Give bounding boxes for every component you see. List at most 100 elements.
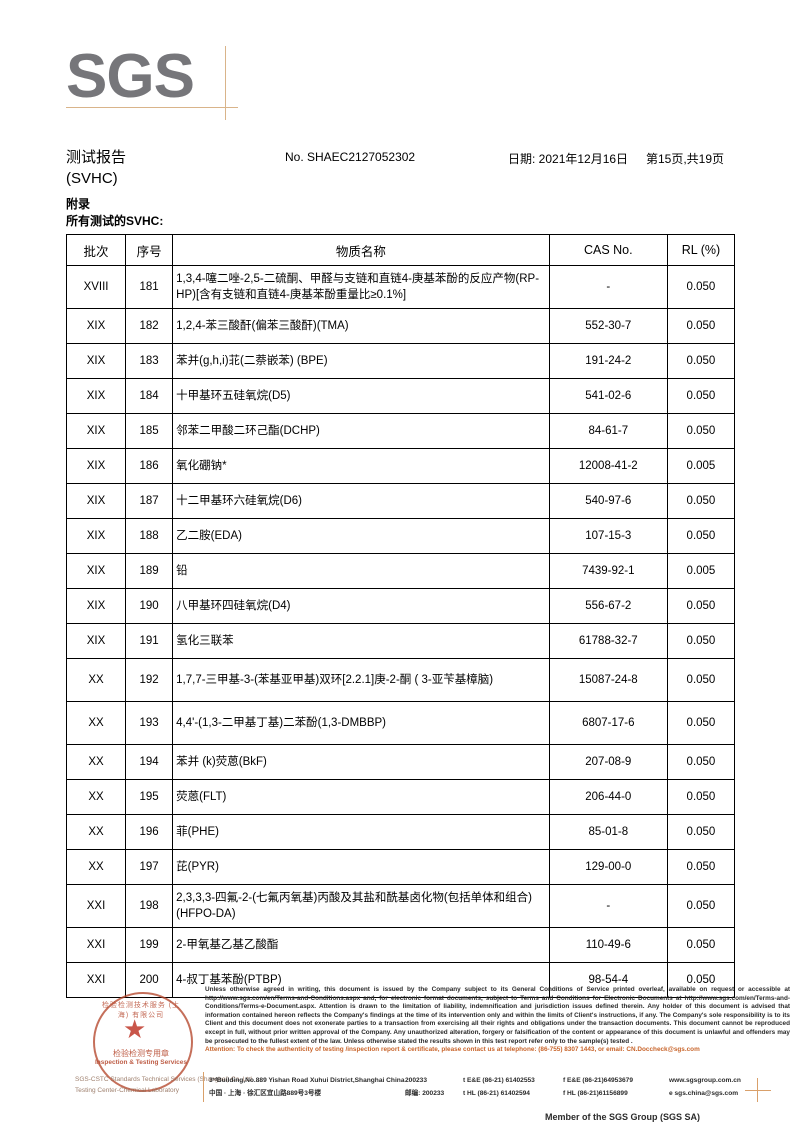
cell-rl: 0.050 (666, 962, 736, 998)
col-header-batch: 批次 (65, 234, 127, 266)
phone-ee-fax: f E&E (86-21)64953679 (563, 1077, 634, 1084)
col-header-seq: 序号 (125, 234, 174, 266)
cell-substance-name: 苯并 (k)荧蒽(BkF) (172, 744, 550, 780)
legal-disclaimer: Unless otherwise agreed in writing, this… (205, 986, 790, 1045)
svhc-table-container: 批次 序号 物质名称 CAS No. RL (%) XVIII 181 1,3,4-… (65, 234, 736, 998)
cell-batch: XX (65, 701, 127, 745)
cell-batch: XXI (65, 927, 127, 963)
table-row: XX 197 芘(PYR) 129-00-0 0.050 (65, 849, 736, 885)
cell-rl: 0.050 (666, 779, 736, 815)
svhc-table: 批次 序号 物质名称 CAS No. RL (%) XVIII 181 1,3,4-… (65, 234, 736, 998)
appendix-label: 附录 (66, 197, 91, 211)
address-corner-rule-bottom (745, 1090, 771, 1091)
cell-seq: 190 (125, 588, 174, 624)
cell-seq: 182 (125, 308, 174, 344)
cell-substance-name: 1,7,7-三甲基-3-(苯基亚甲基)双环[2.2.1]庚-2-酮 ( 3-亚苄… (172, 658, 550, 702)
table-row: XIX 184 十甲基环五硅氧烷(D5) 541-02-6 0.050 (65, 378, 736, 414)
cell-rl: 0.050 (666, 483, 736, 519)
cell-batch: XX (65, 814, 127, 850)
cell-cas-no: 7439-92-1 (548, 553, 668, 589)
address-en: 3ʳᵈBuilding,No.889 Yishan Road Xuhui Dis… (209, 1077, 405, 1084)
page-indicator: 第15页,共19页 (646, 152, 725, 166)
cell-cas-no: 84-61-7 (548, 413, 668, 449)
cell-cas-no: 107-15-3 (548, 518, 668, 554)
stamp-signature-line1: SGS-CSTC Standards Technical Services (S… (75, 1076, 254, 1083)
cell-rl: 0.050 (666, 744, 736, 780)
cell-batch: XIX (65, 413, 127, 449)
cell-batch: XIX (65, 588, 127, 624)
phone-hl-fax: f HL (86-21)61156899 (563, 1090, 628, 1097)
cell-batch: XXI (65, 884, 127, 928)
cell-batch: XX (65, 849, 127, 885)
cell-substance-name: 2-甲氧基乙基乙酸酯 (172, 927, 550, 963)
table-row: XX 194 苯并 (k)荧蒽(BkF) 207-08-9 0.050 (65, 744, 736, 780)
address-corner-rule-left (203, 1072, 204, 1102)
phone-ee-tel: t E&E (86-21) 61402553 (463, 1077, 535, 1084)
cell-cas-no: 85-01-8 (548, 814, 668, 850)
cell-substance-name: 十甲基环五硅氧烷(D5) (172, 378, 550, 414)
cell-substance-name: 氢化三联苯 (172, 623, 550, 659)
table-row: XIX 188 乙二胺(EDA) 107-15-3 0.050 (65, 518, 736, 554)
address-zip-cn: 邮编: 200233 (405, 1090, 445, 1097)
cell-seq: 189 (125, 553, 174, 589)
cell-rl: 0.050 (666, 927, 736, 963)
cell-cas-no: 206-44-0 (548, 779, 668, 815)
table-row: XX 192 1,7,7-三甲基-3-(苯基亚甲基)双环[2.2.1]庚-2-酮 (… (65, 658, 736, 702)
cell-rl: 0.050 (666, 658, 736, 702)
cell-batch: XIX (65, 623, 127, 659)
cell-batch: XIX (65, 308, 127, 344)
cell-seq: 198 (125, 884, 174, 928)
cell-seq: 183 (125, 343, 174, 379)
cell-batch: XIX (65, 483, 127, 519)
table-row: XIX 186 氧化硼钠* 12008-41-2 0.005 (65, 448, 736, 484)
cell-batch: XX (65, 658, 127, 702)
page-title: 测试报告 (SVHC) (66, 147, 126, 189)
cell-seq: 192 (125, 658, 174, 702)
cell-substance-name: 2,3,3,3-四氟-2-(七氟丙氧基)丙酸及其盐和酰基卤化物(包括单体和组合)… (172, 884, 550, 928)
cell-batch: XIX (65, 553, 127, 589)
cell-rl: 0.050 (666, 849, 736, 885)
cell-seq: 193 (125, 701, 174, 745)
cell-seq: 184 (125, 378, 174, 414)
cell-rl: 0.050 (666, 623, 736, 659)
table-row: XIX 182 1,2,4-苯三酸酐(偏苯三酸酐)(TMA) 552-30-7 0.05… (65, 308, 736, 344)
col-header-substance-name: 物质名称 (172, 234, 550, 266)
address-corner-rule-right (757, 1078, 758, 1102)
svhc-table-body: XVIII 181 1,3,4-噻二唑-2,5-二硫酮、甲醛与支链和直链4-庚基苯酚… (65, 265, 736, 998)
cell-batch: XX (65, 779, 127, 815)
cell-rl: 0.050 (666, 814, 736, 850)
table-row: XIX 185 邻苯二甲酸二环己酯(DCHP) 84-61-7 0.050 (65, 413, 736, 449)
cell-seq: 197 (125, 849, 174, 885)
cell-cas-no: 191-24-2 (548, 343, 668, 379)
report-date: 日期: 2021年12月16日 (508, 152, 629, 166)
cell-substance-name: 1,2,4-苯三酸酐(偏苯三酸酐)(TMA) (172, 308, 550, 344)
cell-cas-no: - (548, 884, 668, 928)
cell-rl: 0.050 (666, 308, 736, 344)
cell-cas-no: 61788-32-7 (548, 623, 668, 659)
appendix-subtitle: 所有测试的SVHC: (66, 214, 164, 228)
sgs-logo: SGS (66, 44, 246, 122)
address-zip-en: 200233 (405, 1077, 428, 1084)
table-row: XX 196 菲(PHE) 85-01-8 0.050 (65, 814, 736, 850)
cell-substance-name: 铅 (172, 553, 550, 589)
table-row: XIX 191 氢化三联苯 61788-32-7 0.050 (65, 623, 736, 659)
cell-rl: 0.050 (666, 518, 736, 554)
cell-seq: 199 (125, 927, 174, 963)
company-address-block: 3ʳᵈBuilding,No.889 Yishan Road Xuhui Dis… (209, 1074, 789, 1100)
cell-rl: 0.050 (666, 701, 736, 745)
page-footer: 检验检测技术服务 (上海) 有限公司 检验检测专用章 Inspection & … (0, 980, 800, 1131)
cell-rl: 0.050 (666, 265, 736, 309)
table-row: XIX 183 苯并(g,h,i)苝(二萘嵌苯) (BPE) 191-24-2 0.05… (65, 343, 736, 379)
member-notice: Member of the SGS Group (SGS SA) (545, 1112, 701, 1122)
cell-batch: XIX (65, 518, 127, 554)
address-row-en: 3ʳᵈBuilding,No.889 Yishan Road Xuhui Dis… (209, 1074, 789, 1087)
logo-vertical-rule (225, 46, 226, 120)
logo-horizontal-rule (66, 107, 238, 108)
stamp-signature-line2: Testing Center-Chemical Laboratory (75, 1087, 180, 1094)
cell-rl: 0.050 (666, 413, 736, 449)
cell-cas-no: - (548, 265, 668, 309)
cell-substance-name: 乙二胺(EDA) (172, 518, 550, 554)
cell-substance-name: 苯并(g,h,i)苝(二萘嵌苯) (BPE) (172, 343, 550, 379)
company-seal-stamp: 检验检测技术服务 (上海) 有限公司 检验检测专用章 Inspection & … (75, 988, 254, 1106)
